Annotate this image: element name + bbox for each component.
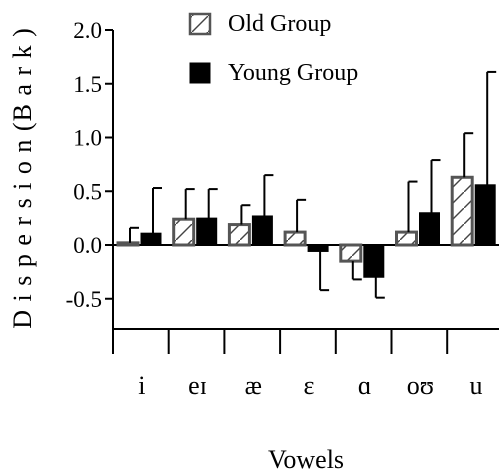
legend-label: Old Group — [228, 11, 331, 37]
old-group-bar — [395, 230, 418, 247]
old-group-bar — [116, 241, 140, 247]
labels: 2.0 1.5 1.0 0.5 0.0 -0.5 i eɪ æ ɛ ɑ oʊ u D i s p e r … — [8, 18, 483, 474]
y-tick-label: 0.5 — [73, 179, 102, 204]
old-group-bar — [172, 217, 196, 247]
bars — [116, 70, 497, 299]
category-label: i — [138, 371, 145, 400]
y-axis-title: D i s p e r s i o n (B a r k ) — [8, 27, 37, 329]
y-tick-label: 2.0 — [73, 18, 102, 43]
category-label: eɪ — [188, 371, 207, 400]
old-group-bar — [227, 223, 251, 247]
category-label: ɛ — [303, 371, 314, 400]
legend: Old Group Young Group — [188, 11, 358, 86]
young-group-bar — [196, 217, 218, 246]
y-tick-label: 1.0 — [73, 126, 102, 151]
young-group-bar — [419, 212, 440, 246]
young-group-bar — [307, 244, 329, 252]
old-group-bar — [339, 243, 363, 263]
legend-label: Young Group — [228, 60, 358, 86]
y-tick-label: 0.0 — [73, 233, 102, 258]
old-group-bar — [283, 230, 307, 247]
category-label: u — [470, 371, 483, 400]
category-label: æ — [245, 371, 262, 400]
category-label: ɑ — [358, 371, 372, 400]
young-group-bar — [140, 232, 162, 246]
y-tick-label: 1.5 — [73, 72, 102, 97]
old-group-bar — [450, 175, 474, 247]
young-group-bar — [363, 244, 385, 278]
y-tick-label: -0.5 — [66, 287, 102, 312]
x-axis-title: Vowels — [268, 445, 344, 474]
legend-swatch-young — [189, 62, 211, 84]
young-group-bar — [251, 215, 273, 246]
young-group-bar — [474, 184, 496, 246]
legend-swatch-old — [188, 12, 212, 36]
category-label: oʊ — [407, 371, 434, 400]
